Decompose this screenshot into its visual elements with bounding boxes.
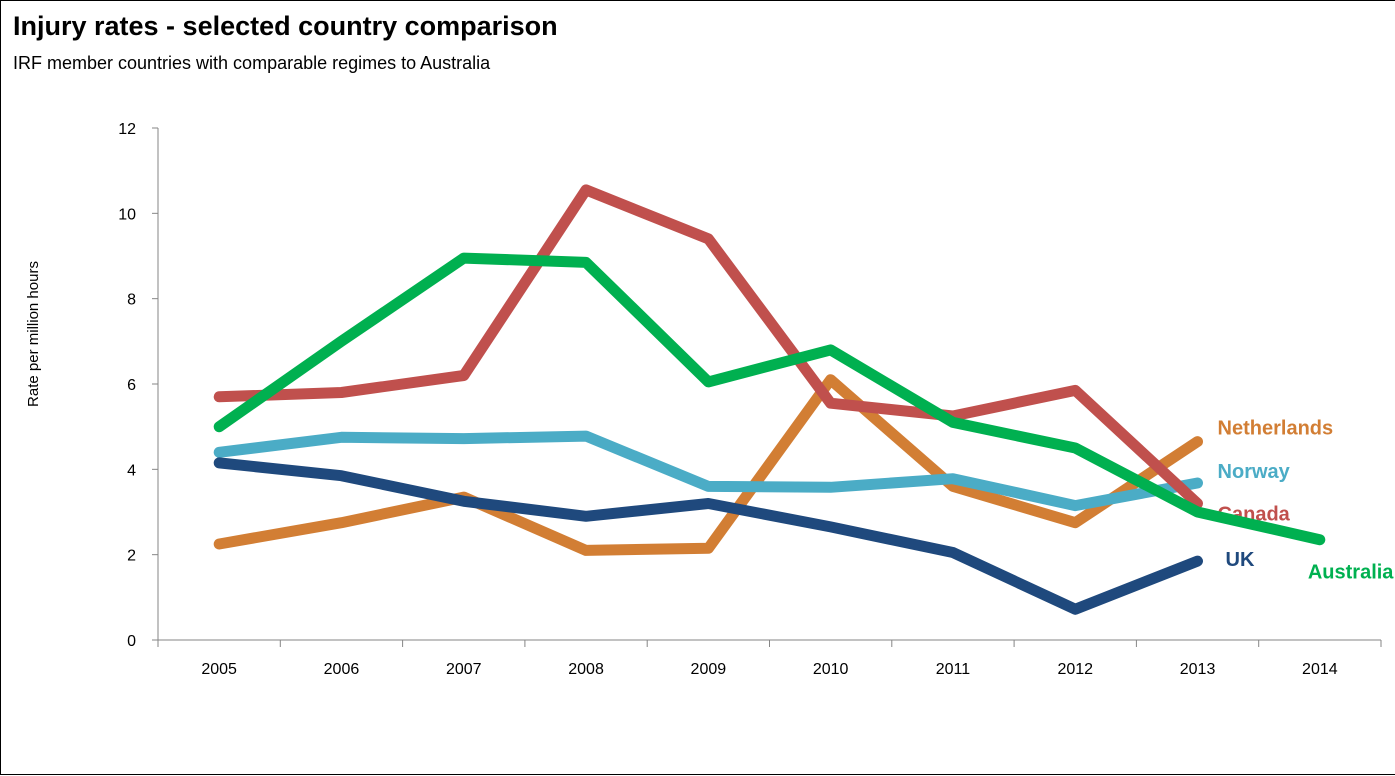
x-tick-label: 2011 xyxy=(936,661,971,678)
y-tick-label: 10 xyxy=(118,206,136,223)
y-tick-label: 12 xyxy=(118,121,136,138)
series-line-canada xyxy=(213,184,1203,509)
x-tick-label: 2013 xyxy=(1180,661,1216,678)
x-tick-label: 2007 xyxy=(446,661,482,678)
series-line-uk xyxy=(213,457,1203,615)
series-line-norway xyxy=(213,430,1203,512)
chart-subtitle: IRF member countries with comparable reg… xyxy=(13,53,491,73)
x-tick-label: 2006 xyxy=(324,661,360,678)
series-label-uk: UK xyxy=(1226,549,1255,571)
series-line-netherlands xyxy=(213,374,1203,556)
series-label-netherlands: Netherlands xyxy=(1218,418,1334,440)
chart-title: Injury rates - selected country comparis… xyxy=(13,11,558,41)
series-label-norway: Norway xyxy=(1218,461,1291,483)
x-tick-label: 2005 xyxy=(201,661,237,678)
y-tick-label: 8 xyxy=(127,292,136,309)
x-tick-label: 2009 xyxy=(691,661,727,678)
series-label-australia: Australia xyxy=(1308,562,1394,584)
y-tick-label: 0 xyxy=(127,633,136,650)
y-axis-title: Rate per million hours xyxy=(25,261,42,407)
x-tick-label: 2014 xyxy=(1302,661,1338,678)
y-tick-label: 2 xyxy=(127,548,136,565)
x-tick-label: 2012 xyxy=(1057,661,1093,678)
y-tick-label: 6 xyxy=(127,377,136,394)
series-line-australia xyxy=(213,252,1326,546)
y-tick-label: 4 xyxy=(127,462,136,479)
x-tick-label: 2010 xyxy=(813,661,849,678)
x-tick-label: 2008 xyxy=(568,661,604,678)
